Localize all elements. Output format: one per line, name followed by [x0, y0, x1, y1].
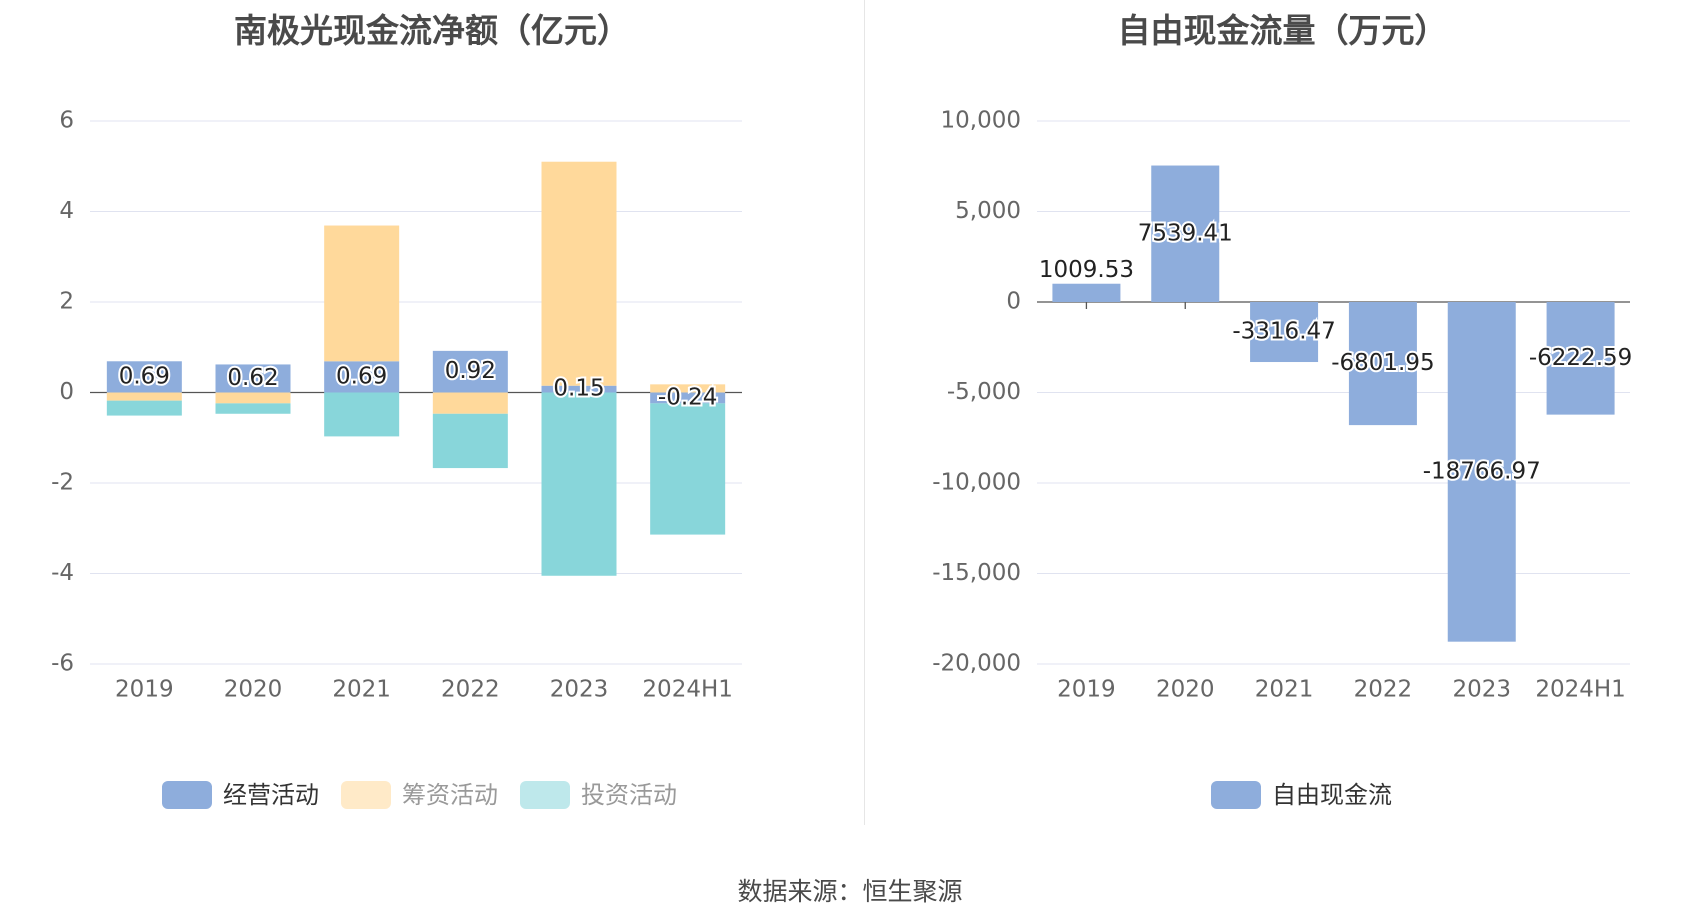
left-data-label-2024H1: -0.24: [658, 384, 718, 410]
bar-operating-2020: [215, 364, 291, 393]
left-x-tick-label: 2023: [550, 677, 609, 703]
left-x-tick-label: 2020: [224, 677, 283, 703]
legend-swatch-operating: [162, 781, 212, 809]
left-y-tick-label: 2: [59, 289, 74, 315]
charts-svg: 6 4 2 0 -2 -4 -6 2019 2020 2021 2022 2023 2024H1 0.69…: [51, 108, 1634, 809]
bar-free-cash-flow-2020: [1151, 165, 1220, 302]
left-y-tick-label: 4: [59, 198, 74, 224]
bar-free-cash-flow-2019: [1052, 283, 1121, 302]
right-y-tick-label: -10,000: [932, 470, 1021, 496]
left-y-tick-label: 0: [59, 379, 74, 405]
bar-investing-2021: [324, 392, 400, 437]
bar-free-cash-flow-2021: [1250, 302, 1319, 363]
legend-label-operating: 经营活动: [223, 781, 319, 809]
left-x-tick-label: 2024H1: [642, 677, 732, 703]
left-y-tick-label: -4: [51, 560, 74, 586]
right-data-label-2021: -3316.47: [1232, 319, 1335, 345]
left-data-label-2022: 0.92: [445, 358, 496, 384]
legend-label-investing: 投资活动: [581, 781, 677, 809]
bar-financing-2021: [324, 225, 400, 362]
left-x-tick-label: 2021: [332, 677, 391, 703]
right-x-tick-label: 2021: [1255, 677, 1314, 703]
bar-investing-2020: [215, 403, 291, 414]
left-x-tick-label: 2022: [441, 677, 500, 703]
bar-operating-2019: [106, 361, 182, 393]
legend-swatch-investing: [520, 781, 570, 809]
bar-operating-2023: [541, 385, 617, 393]
left-y-tick-label: 6: [59, 108, 74, 134]
legend-label-financing: 筹资活动: [402, 781, 498, 809]
right-x-tick-label: 2019: [1057, 677, 1116, 703]
bar-free-cash-flow-2024H1: [1546, 302, 1615, 415]
left-data-label-2021: 0.69: [336, 363, 387, 389]
right-y-tick-label: -5,000: [947, 379, 1021, 405]
bar-investing-2022: [432, 413, 508, 469]
left-data-label-2020: 0.62: [227, 365, 278, 391]
right-chart-title: 自由现金流量（万元）: [1117, 11, 1448, 50]
right-x-tick-label: 2020: [1156, 677, 1215, 703]
legend-swatch-financing: [341, 781, 391, 809]
left-y-tick-label: -2: [51, 470, 74, 496]
right-y-tick-label: 10,000: [941, 108, 1021, 134]
bar-investing-2019: [106, 400, 182, 416]
right-x-tick-label: 2024H1: [1535, 677, 1625, 703]
chart-divider: [864, 0, 865, 825]
right-data-label-2024H1: -6222.59: [1529, 345, 1632, 371]
bar-operating-2022: [432, 350, 508, 393]
data-source: 数据来源：恒生聚源: [737, 877, 963, 906]
bar-financing-2020: [215, 392, 291, 404]
left-x-tick-label: 2019: [115, 677, 174, 703]
bar-financing-2022: [432, 392, 508, 414]
bar-financing-2024H1: [650, 384, 726, 393]
bar-financing-2019: [106, 392, 182, 401]
right-y-tick-label: 0: [1006, 289, 1021, 315]
bar-investing-2024H1: [650, 403, 726, 535]
right-data-label-2022: -6801.95: [1331, 350, 1434, 376]
left-y-tick-label: -6: [51, 651, 74, 677]
bar-free-cash-flow-2022: [1348, 302, 1417, 426]
bar-financing-2023: [541, 161, 617, 386]
legend-label-free-cash-flow: 自由现金流: [1272, 781, 1392, 809]
right-data-label-2023: -18766.97: [1423, 458, 1541, 484]
right-y-tick-label: -20,000: [932, 651, 1021, 677]
bar-investing-2023: [541, 392, 617, 576]
left-data-label-2023: 0.15: [553, 376, 604, 402]
right-x-tick-label: 2022: [1354, 677, 1413, 703]
right-y-tick-label: 5,000: [955, 198, 1021, 224]
right-x-tick-label: 2023: [1452, 677, 1511, 703]
right-data-label-2020: 7539.41: [1138, 220, 1233, 246]
bar-free-cash-flow-2023: [1447, 302, 1516, 642]
bar-operating-2021: [324, 361, 400, 393]
left-chart-title: 南极光现金流净额（亿元）: [234, 11, 630, 50]
right-y-tick-label: -15,000: [932, 560, 1021, 586]
bar-operating-2024H1: [650, 392, 726, 404]
right-data-label-2019: 1009.53: [1039, 257, 1134, 283]
left-data-label-2019: 0.69: [119, 363, 170, 389]
legend-swatch-free-cash-flow: [1211, 781, 1261, 809]
